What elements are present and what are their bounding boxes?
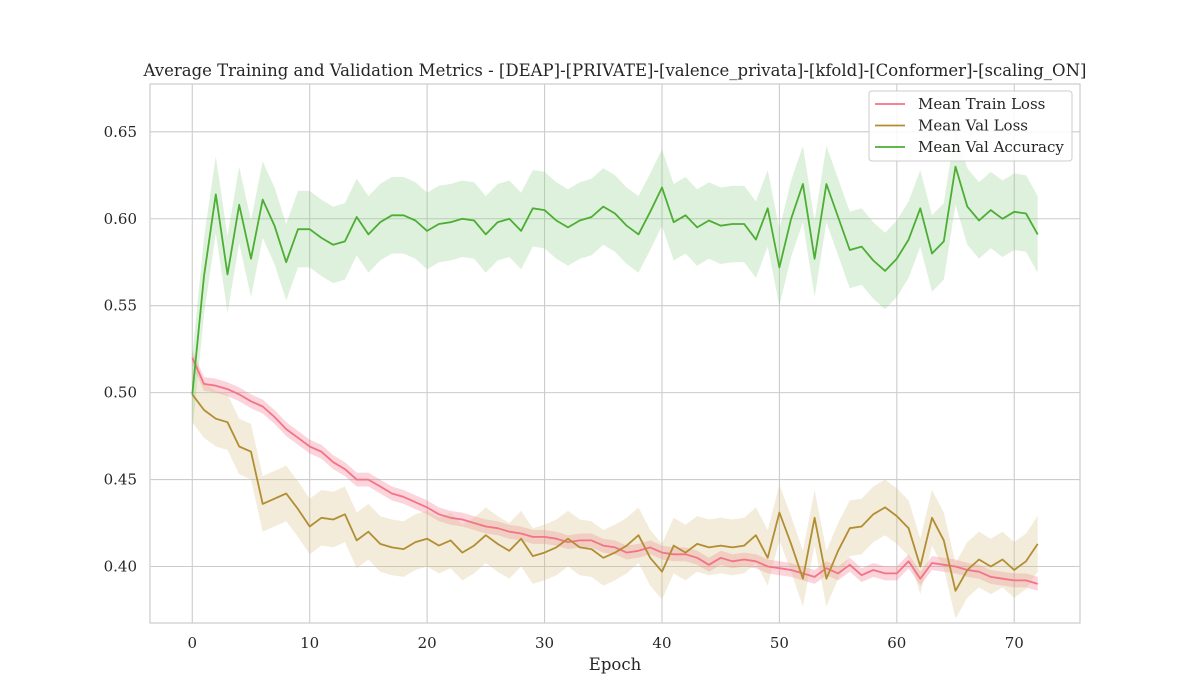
- x-tick-label: 60: [887, 634, 906, 652]
- y-axis-ticks: 0.40 0.45 0.50 0.55 0.60 0.65: [104, 123, 137, 576]
- mean-val-loss-line: [191, 393, 1039, 592]
- chart-title: Average Training and Validation Metrics …: [143, 61, 1087, 80]
- y-tick-label: 0.65: [104, 123, 137, 141]
- x-tick-label: 70: [1005, 634, 1024, 652]
- x-tick-label: 40: [652, 634, 671, 652]
- legend-label: Mean Val Loss: [918, 117, 1028, 135]
- y-tick-label: 0.55: [104, 297, 137, 315]
- legend-box: [868, 90, 1073, 162]
- legend-label: Mean Train Loss: [918, 95, 1045, 113]
- mean-train-loss-line: [191, 357, 1038, 585]
- y-tick-label: 0.50: [104, 384, 137, 402]
- x-tick-label: 20: [418, 634, 437, 652]
- legend-label: Mean Val Accuracy: [918, 138, 1064, 156]
- y-tick-label: 0.60: [104, 210, 137, 228]
- x-tick-label: 30: [535, 634, 554, 652]
- y-tick-label: 0.40: [104, 557, 137, 575]
- x-axis-label: Epoch: [589, 655, 642, 674]
- mean-val-loss-band: [192, 366, 1038, 619]
- mean-val-accuracy-line: [191, 165, 1039, 395]
- grid: [150, 84, 1080, 623]
- legend: Mean Train Loss Mean Val Loss Mean Val Acc…: [868, 90, 1073, 162]
- series-lines: [191, 165, 1039, 592]
- mean-val-accuracy-band: [192, 128, 1038, 433]
- x-tick-label: 50: [770, 634, 789, 652]
- plot-frame: [149, 83, 1081, 624]
- x-axis-ticks: 0 10 20 30 40 50 60 70: [187, 634, 1023, 652]
- y-tick-label: 0.45: [104, 471, 137, 489]
- x-tick-label: 10: [300, 634, 319, 652]
- x-tick-label: 0: [187, 634, 197, 652]
